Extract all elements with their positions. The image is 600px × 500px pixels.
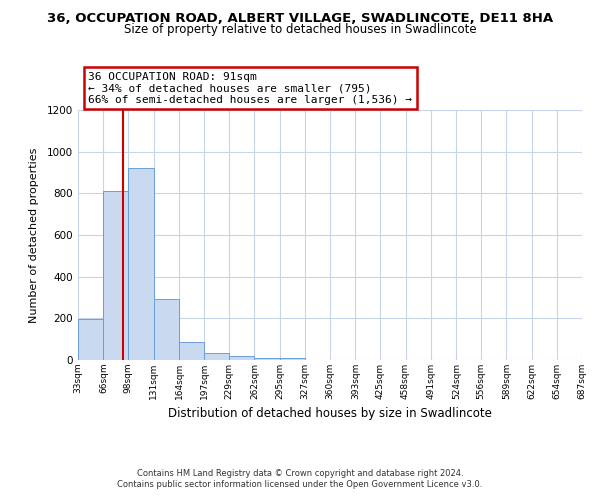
X-axis label: Distribution of detached houses by size in Swadlincote: Distribution of detached houses by size …: [168, 408, 492, 420]
Text: Contains HM Land Registry data © Crown copyright and database right 2024.: Contains HM Land Registry data © Crown c…: [137, 468, 463, 477]
Text: Contains public sector information licensed under the Open Government Licence v3: Contains public sector information licen…: [118, 480, 482, 489]
Y-axis label: Number of detached properties: Number of detached properties: [29, 148, 38, 322]
Text: Size of property relative to detached houses in Swadlincote: Size of property relative to detached ho…: [124, 22, 476, 36]
Bar: [229, 356, 254, 360]
Text: 36, OCCUPATION ROAD, ALBERT VILLAGE, SWADLINCOTE, DE11 8HA: 36, OCCUPATION ROAD, ALBERT VILLAGE, SWA…: [47, 12, 553, 26]
Text: 36 OCCUPATION ROAD: 91sqm
← 34% of detached houses are smaller (795)
66% of semi: 36 OCCUPATION ROAD: 91sqm ← 34% of detac…: [88, 72, 412, 105]
Bar: [103, 191, 128, 360]
Bar: [179, 342, 205, 360]
Bar: [205, 352, 229, 360]
Bar: [280, 358, 305, 360]
Bar: [254, 358, 280, 360]
Bar: [128, 168, 154, 360]
Bar: [154, 298, 179, 360]
Bar: [78, 320, 103, 360]
